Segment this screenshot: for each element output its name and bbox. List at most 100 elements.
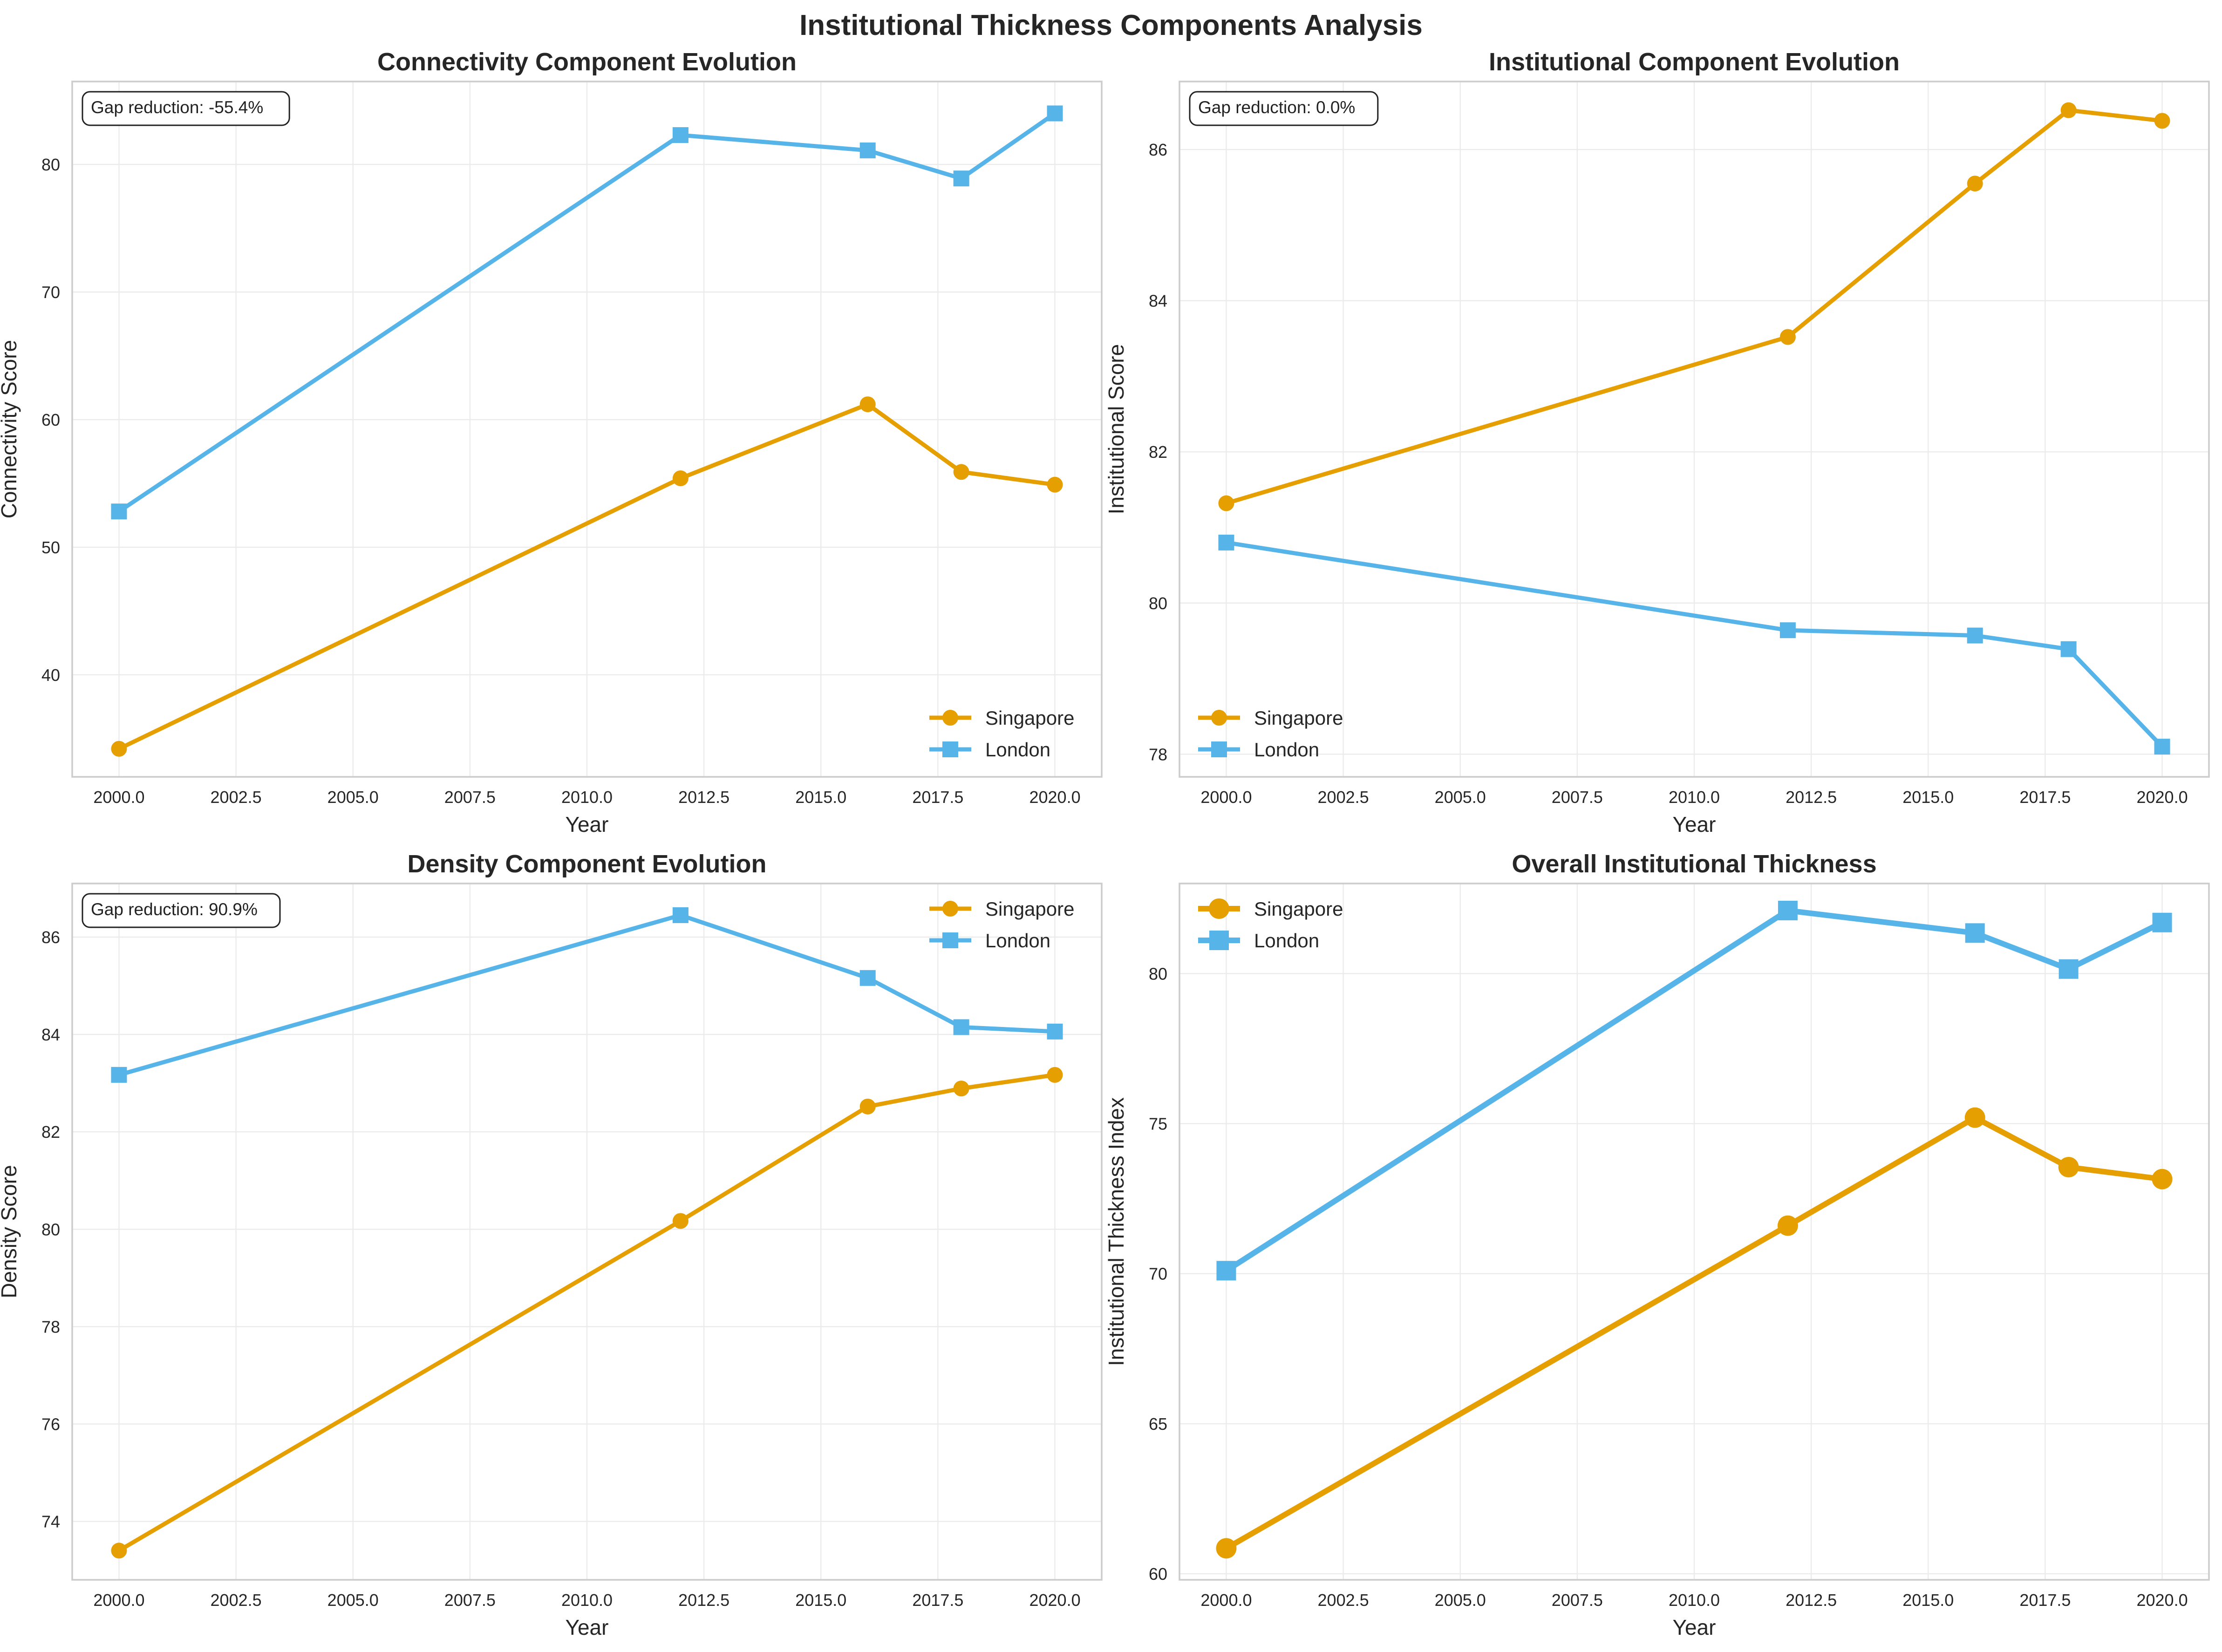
data-point (1779, 329, 1796, 345)
y-tick-label: 80 (41, 155, 60, 174)
y-tick-label: 76 (41, 1414, 60, 1434)
grid (1179, 82, 2209, 777)
y-tick-label: 84 (1149, 292, 1167, 311)
legend-label: London (1254, 739, 1319, 761)
y-tick-label: 82 (1149, 442, 1167, 462)
y-tick-label: 86 (41, 928, 60, 947)
x-tick-label: 2020.0 (2136, 788, 2188, 807)
data-point (2060, 102, 2077, 118)
gap-annotation: Gap reduction: 0.0% (1189, 91, 1379, 126)
legend: Singapore London (1198, 707, 1343, 761)
y-tick-label: 86 (1149, 140, 1167, 159)
x-tick-label: 2015.0 (795, 1591, 846, 1610)
grid (72, 884, 1102, 1580)
x-tick-label: 2020.0 (1029, 1591, 1080, 1610)
y-tick-label: 50 (41, 538, 60, 557)
legend-label: Singapore (985, 707, 1074, 729)
series-london (111, 105, 1063, 520)
data-point (1965, 923, 1985, 943)
x-tick-label: 2000.0 (1200, 788, 1252, 807)
axes-frame (71, 81, 1103, 778)
x-axis-label: Year (566, 812, 609, 836)
gap-annotation: Gap reduction: 90.9% (82, 893, 281, 928)
legend-marker (1209, 898, 1229, 919)
x-tick-label: 2005.0 (1435, 788, 1486, 807)
y-tick-label: 82 (41, 1122, 60, 1142)
data-point (2058, 1156, 2079, 1177)
series-singapore (1218, 102, 2170, 511)
subplot-4: 2000.0 2002.5 2005.0 2007.5 2010.0 2012.5 2015… (1104, 850, 2210, 1639)
subplot-title: Connectivity Component Evolution (377, 48, 797, 76)
data-point (672, 470, 688, 486)
data-point (859, 970, 876, 986)
data-point (1218, 534, 1234, 551)
x-tick-label: 2010.0 (1669, 788, 1720, 807)
tick-labels: 2000.0 2002.5 2005.0 2007.5 2010.0 2012.5 2015… (1149, 140, 2188, 807)
data-point (953, 170, 969, 187)
data-point (1216, 1261, 1236, 1281)
y-axis-label: Connectivity Score (0, 340, 21, 519)
data-point (672, 1213, 688, 1229)
data-point (1047, 1067, 1063, 1083)
series-london (1218, 534, 2170, 755)
data-point (953, 1019, 969, 1035)
x-axis-label: Year (1673, 812, 1716, 836)
x-axis-label: Year (1673, 1615, 1716, 1639)
x-tick-label: 2015.0 (1902, 1591, 1954, 1610)
subplot-2: 2000.0 2002.5 2005.0 2007.5 2010.0 2012.5 2015… (1104, 48, 2210, 836)
y-axis-label: Density Score (0, 1165, 21, 1298)
tick-labels: 2000.0 2002.5 2005.0 2007.5 2010.0 2012.5 2015… (41, 928, 1081, 1610)
x-tick-label: 2005.0 (327, 788, 379, 807)
data-point (2060, 641, 2077, 657)
data-point (1047, 476, 1063, 493)
x-tick-label: 2000.0 (93, 1591, 144, 1610)
subplot-title: Institutional Component Evolution (1489, 48, 1900, 76)
x-tick-label: 2005.0 (1435, 1591, 1486, 1610)
legend-label: London (985, 739, 1050, 761)
data-point (1777, 1215, 1798, 1236)
data-point (1967, 176, 1983, 192)
legend-marker (942, 932, 958, 948)
y-tick-label: 80 (1149, 964, 1167, 983)
data-point (672, 907, 688, 923)
data-point (1218, 495, 1234, 511)
y-tick-label: 80 (41, 1220, 60, 1239)
legend-marker (942, 901, 958, 917)
figure-title: Institutional Thickness Components Analy… (799, 9, 1423, 41)
data-point (1967, 627, 1983, 644)
annotation-box (82, 91, 290, 126)
x-tick-label: 2010.0 (1669, 1591, 1720, 1610)
x-tick-label: 2020.0 (2136, 1591, 2188, 1610)
grid (72, 82, 1102, 777)
y-tick-label: 70 (41, 283, 60, 302)
x-tick-label: 2017.5 (912, 788, 963, 807)
y-tick-label: 78 (41, 1317, 60, 1336)
annotation-box (82, 893, 281, 928)
axes-frame (1179, 81, 2210, 778)
tick-labels: 2000.0 2002.5 2005.0 2007.5 2010.0 2012.5 2015… (41, 155, 1081, 807)
y-axis-label: Institutional Score (1104, 344, 1128, 515)
x-tick-label: 2012.5 (678, 788, 729, 807)
legend-label: Singapore (1254, 707, 1343, 729)
x-axis-label: Year (566, 1615, 609, 1639)
x-tick-label: 2007.5 (1552, 1591, 1603, 1610)
data-point (953, 1081, 969, 1097)
data-point (111, 503, 127, 520)
x-tick-label: 2012.5 (1786, 788, 1837, 807)
y-tick-label: 40 (41, 666, 60, 685)
y-tick-label: 70 (1149, 1264, 1167, 1284)
y-tick-label: 84 (41, 1025, 60, 1044)
y-tick-label: 78 (1149, 745, 1167, 764)
data-point (1047, 105, 1063, 122)
x-tick-label: 2015.0 (795, 788, 846, 807)
annotation-text: Gap reduction: -55.4% (91, 98, 263, 117)
legend: Singapore London (1198, 898, 1343, 952)
series-singapore (111, 396, 1063, 757)
y-tick-label: 75 (1149, 1115, 1167, 1134)
legend-label: London (1254, 930, 1319, 952)
x-tick-label: 2007.5 (444, 788, 496, 807)
subplot-title: Overall Institutional Thickness (1512, 850, 1876, 878)
y-tick-label: 80 (1149, 594, 1167, 613)
x-tick-label: 2012.5 (678, 1591, 729, 1610)
data-point (2152, 1169, 2173, 1190)
